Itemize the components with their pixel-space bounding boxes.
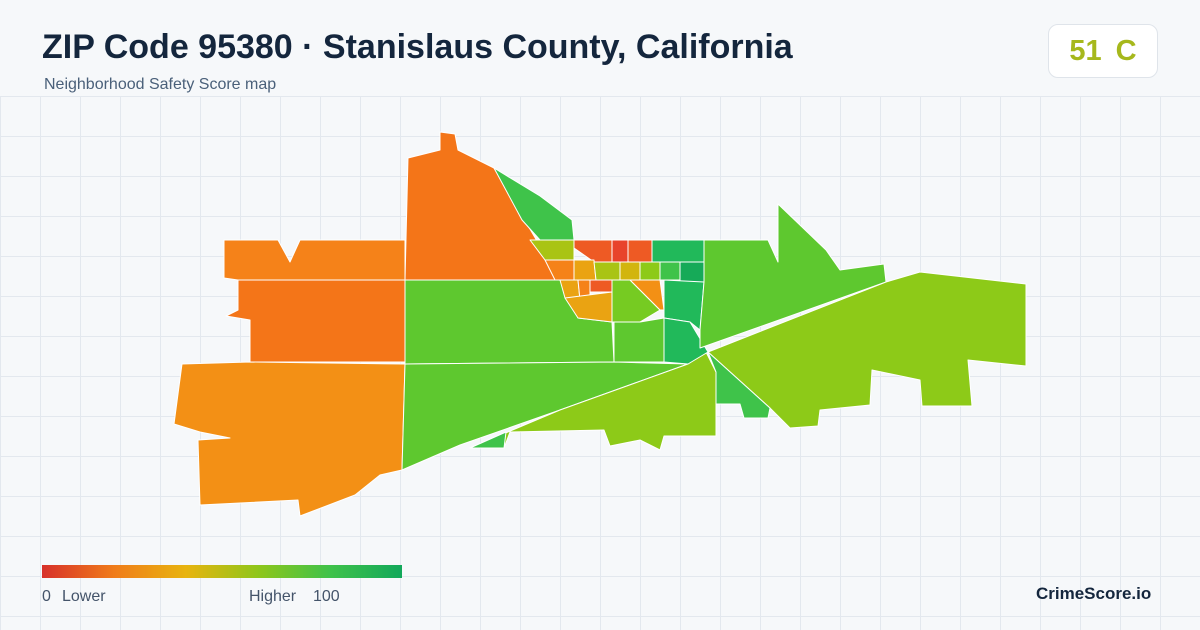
safety-score-grade: C [1115, 34, 1137, 67]
map-area[interactable] [593, 261, 621, 281]
safety-score-badge: 51 C [1048, 24, 1158, 78]
map-area[interactable] [573, 259, 597, 281]
map-area[interactable] [223, 239, 406, 281]
map-area[interactable] [619, 261, 641, 281]
map-area[interactable] [707, 271, 1027, 429]
map-area[interactable] [651, 239, 705, 263]
map-area[interactable] [639, 261, 661, 281]
legend-max-value: 100 [313, 588, 340, 605]
page-title: ZIP Code 95380 · Stanislaus County, Cali… [42, 28, 793, 66]
legend-color-scale [42, 565, 402, 578]
map-area[interactable] [225, 279, 406, 363]
map-area[interactable] [589, 279, 613, 293]
map-area[interactable] [613, 317, 665, 363]
map-area[interactable] [611, 279, 661, 323]
map-area[interactable] [663, 317, 709, 365]
page-subtitle: Neighborhood Safety Score map [44, 76, 277, 93]
map-area[interactable] [679, 261, 705, 283]
legend-max-label: Higher [249, 588, 297, 605]
map-area[interactable] [573, 239, 613, 263]
map-area[interactable] [611, 239, 629, 263]
map-area[interactable] [663, 279, 705, 331]
map-area[interactable] [173, 361, 406, 517]
map-area[interactable] [699, 203, 887, 349]
legend-min-label: Lower [62, 588, 106, 605]
map-area[interactable] [627, 239, 653, 263]
map-area[interactable] [469, 431, 507, 449]
safety-score-value: 51 [1069, 34, 1102, 67]
brand-logo-text[interactable]: CrimeScore.io [1036, 584, 1152, 603]
map-area[interactable] [707, 351, 771, 419]
legend-min-value: 0 [42, 588, 51, 605]
map-area[interactable] [659, 261, 681, 281]
